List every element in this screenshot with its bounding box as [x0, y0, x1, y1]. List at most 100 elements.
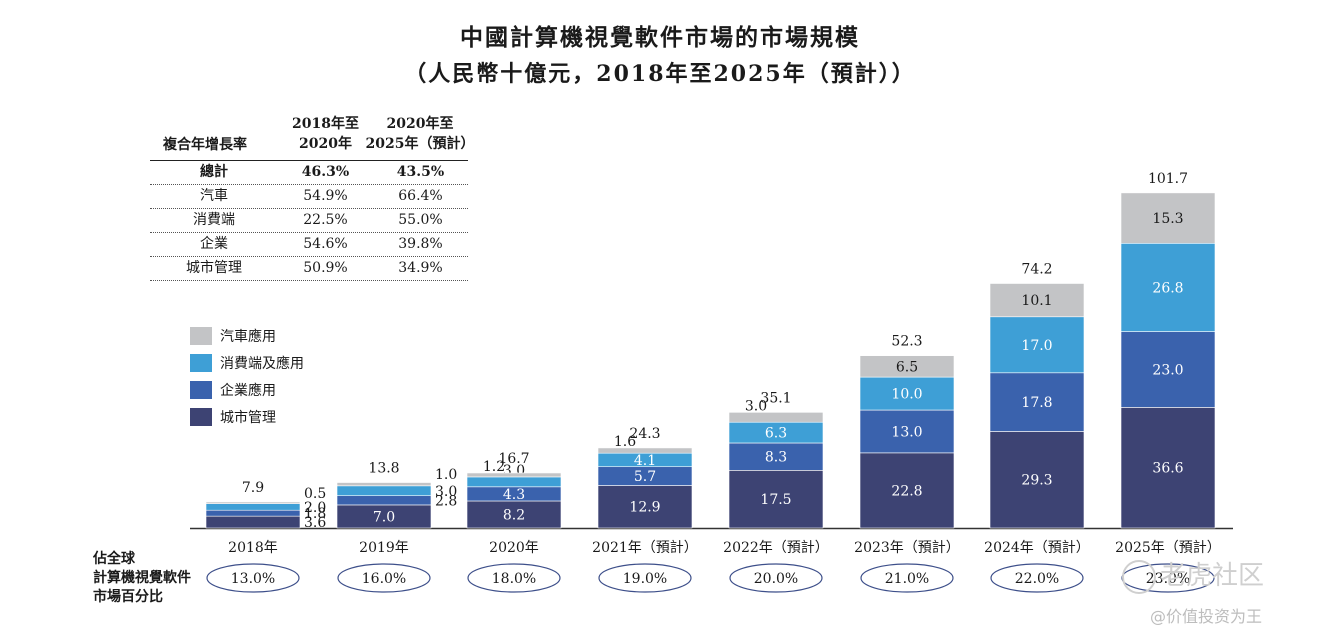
cagr-value: 55.0% [398, 212, 443, 228]
category-label: 2018年 [228, 540, 278, 556]
data-label: 8.3 [765, 450, 787, 466]
bar-segment [989, 283, 1085, 318]
data-label: 17.5 [760, 492, 791, 508]
category-label: 2020年 [489, 540, 539, 556]
data-label: 6.5 [896, 359, 918, 375]
data-label: 22.8 [891, 483, 922, 499]
bar-segment [597, 485, 693, 529]
category-label: 2021年（預計） [592, 540, 698, 556]
watermark-author: @价值投资为王 [1150, 607, 1263, 626]
data-label: 36.6 [1152, 461, 1183, 477]
bar-segment [466, 472, 562, 478]
category-label: 2024年（預計） [984, 540, 1090, 556]
global-share-value: 13.0% [231, 571, 275, 587]
data-label: 13.0 [891, 424, 922, 440]
total-label: 52.3 [891, 334, 922, 350]
data-label: 1.2 [483, 459, 505, 475]
total-label: 101.7 [1148, 171, 1188, 187]
data-label: 7.0 [373, 509, 395, 525]
cagr-value: 54.9% [303, 188, 348, 204]
total-label: 16.7 [498, 451, 529, 467]
cagr-row: 汽車 54.9% 66.4% [150, 185, 468, 209]
cagr-row-label: 消費端 [193, 212, 235, 228]
legend-label: 城市管理 [220, 409, 276, 426]
cagr-header-period2: 2020年至 2025年（預計） [365, 116, 475, 152]
cagr-row: 企業 54.6% 39.8% [150, 233, 468, 257]
global-share-value: 19.0% [623, 571, 667, 587]
legend-swatch [190, 407, 212, 426]
data-label: 1.8 [304, 506, 326, 522]
data-label: 3.6 [304, 515, 326, 531]
data-label: 5.7 [634, 469, 656, 485]
data-label: 23.0 [1152, 362, 1183, 378]
data-label: 15.3 [1152, 211, 1183, 227]
data-label: 3.0 [745, 398, 767, 414]
bar-segment [728, 412, 824, 423]
bar-segment [859, 452, 955, 529]
data-label: 17.8 [1021, 395, 1052, 411]
legend-label: 企業應用 [220, 382, 276, 399]
cagr-header-period1: 2018年至 2020年 [292, 116, 359, 152]
share-ellipse [990, 563, 1084, 593]
bar-segment [859, 376, 955, 411]
data-label: 8.2 [503, 507, 525, 523]
data-label: 0.5 [304, 486, 326, 502]
legend-item: 消費端及應用 [190, 349, 304, 376]
cagr-value: 54.6% [303, 236, 348, 252]
data-label: 12.9 [629, 500, 660, 516]
cagr-header-label: 複合年增長率 [163, 137, 247, 153]
category-label: 2022年（預計） [723, 540, 829, 556]
data-label: 10.1 [1021, 293, 1052, 309]
bar-segment [205, 501, 301, 504]
bar-segment [205, 503, 301, 511]
bar-segment [859, 355, 955, 378]
category-label: 2023年（預計） [854, 540, 960, 556]
data-label: 1.0 [435, 467, 457, 483]
bar-segment [1120, 192, 1216, 244]
total-label: 24.3 [629, 426, 660, 442]
cagr-value: 34.9% [398, 260, 443, 276]
legend-swatch [190, 326, 212, 345]
data-label: 26.8 [1152, 280, 1183, 296]
cagr-value: 43.5% [396, 164, 445, 180]
total-label: 13.8 [368, 461, 399, 477]
bar-segment [597, 447, 693, 454]
share-ellipse [598, 563, 692, 593]
cagr-row-label: 汽車 [200, 188, 228, 204]
share-ellipse [729, 563, 823, 593]
bar-segment [728, 442, 824, 471]
bar-segment [336, 495, 432, 506]
cagr-value: 66.4% [398, 188, 443, 204]
watermark-brand: 老虎社区 [1122, 555, 1264, 594]
bar-segment [1120, 331, 1216, 408]
data-label: 4.1 [634, 453, 656, 469]
tiger-logo-icon [1122, 559, 1156, 594]
legend-item: 汽車應用 [190, 322, 304, 349]
legend-item: 城市管理 [190, 403, 304, 430]
total-label: 74.2 [1021, 261, 1052, 277]
global-share-title: 佔全球 計算機視覺軟件 市場百分比 [93, 551, 191, 605]
total-label: 7.9 [242, 480, 264, 496]
cagr-row: 總計 46.3% 43.5% [150, 160, 468, 185]
bar-segment [336, 482, 432, 487]
global-share-value: 21.0% [885, 571, 929, 587]
data-label: 29.3 [1021, 473, 1052, 489]
bar-segment [336, 485, 432, 497]
share-ellipse [206, 563, 300, 593]
cagr-value: 46.3% [301, 164, 350, 180]
cagr-row: 城市管理 50.9% 34.9% [150, 257, 468, 281]
data-label: 3.0 [435, 484, 457, 500]
legend-swatch [190, 353, 212, 372]
cagr-row-label: 總計 [200, 164, 228, 180]
data-label: 2.8 [435, 493, 457, 509]
bar-segment [205, 509, 301, 517]
total-label: 35.1 [760, 390, 791, 406]
cagr-row: 消費端 22.5% 55.0% [150, 209, 468, 233]
bar-segment [859, 409, 955, 454]
legend-label: 汽車應用 [220, 328, 276, 345]
data-label: 10.0 [891, 387, 922, 403]
data-label: 17.0 [1021, 338, 1052, 354]
data-label: 1.6 [614, 434, 636, 450]
data-label: 2.0 [304, 500, 326, 516]
